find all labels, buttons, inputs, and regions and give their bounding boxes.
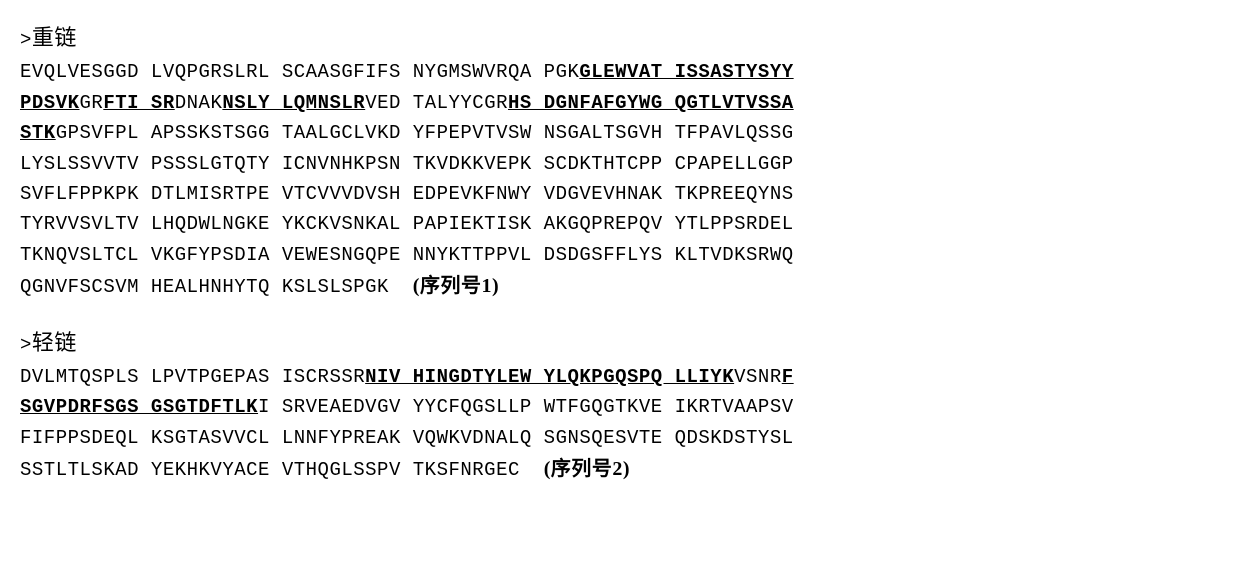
sequence-segment: GR (80, 92, 104, 114)
sequence-segment: DNAK (175, 92, 223, 114)
sequence-segment: FIFPPSDEQL KSGTASVVCL LNNFYPREAK VQWKVDN… (20, 427, 794, 449)
sequence-line: PDSVKGRFTI SRDNAKNSLY LQMNSLRVED TALYYCG… (20, 88, 1220, 118)
sequence-segment: TYRVVSVLTV LHQDWLNGKE YKCKVSNKAL PAPIEKT… (20, 213, 794, 235)
sequence-id-label: (序列号1) (413, 275, 499, 297)
sequence-segment: SVFLFPPKPK DTLMISRTPE VTCVVVDVSH EDPEVKF… (20, 183, 794, 205)
sequence-segment: DVLMTQSPLS LPVTPGEPAS ISCRSSR (20, 366, 365, 388)
sequence-segment: TKNQVSLTCL VKGFYPSDIA VEWESNGQPE NNYKTTP… (20, 244, 794, 266)
sequence-segment: VSNR (734, 366, 782, 388)
sequence-line: STKGPSVFPL APSSKSTSGG TAALGCLVKD YFPEPVT… (20, 118, 1220, 148)
sequence-segment: SSTLTLSKAD YEKHKVYACE VTHQGLSSPV TKSFNRG… (20, 459, 520, 481)
sequence-line: FIFPPSDEQL KSGTASVVCL LNNFYPREAK VQWKVDN… (20, 423, 1220, 453)
sequence-segment-highlight: PDSVK (20, 92, 80, 114)
header-prefix: > (20, 29, 32, 51)
header-title: 重链 (32, 25, 77, 50)
sequence-segment-highlight: HS DGNFAFGYWG QGTLVTVSSA (508, 92, 794, 114)
sequence-segment: VED TALYYCGR (365, 92, 508, 114)
sequence-segment-highlight: SGVPDRFSGS GSGTDFTLK (20, 396, 258, 418)
header-prefix: > (20, 334, 32, 356)
sequence-line: EVQLVESGGD LVQPGRSLRL SCAASGFIFS NYGMSWV… (20, 57, 1220, 87)
sequence-line: SVFLFPPKPK DTLMISRTPE VTCVVVDVSH EDPEVKF… (20, 179, 1220, 209)
sequence-line: SGVPDRFSGS GSGTDFTLKI SRVEAEDVGV YYCFQGS… (20, 392, 1220, 422)
sequence-line: QGNVFSCSVM HEALHNHYTQ KSLSLSPGK (序列号1) (20, 270, 1220, 302)
light-chain-header: >轻链 (20, 325, 1220, 360)
sequence-line: DVLMTQSPLS LPVTPGEPAS ISCRSSRNIV HINGDTY… (20, 362, 1220, 392)
heavy-chain-header: >重链 (20, 20, 1220, 55)
sequence-line: SSTLTLSKAD YEKHKVYACE VTHQGLSSPV TKSFNRG… (20, 453, 1220, 485)
heavy-chain-section: >重链 EVQLVESGGD LVQPGRSLRL SCAASGFIFS NYG… (20, 20, 1220, 303)
sequence-segment: EVQLVESGGD LVQPGRSLRL SCAASGFIFS NYGMSWV… (20, 61, 579, 83)
light-chain-sequence: DVLMTQSPLS LPVTPGEPAS ISCRSSRNIV HINGDTY… (20, 362, 1220, 486)
heavy-chain-sequence: EVQLVESGGD LVQPGRSLRL SCAASGFIFS NYGMSWV… (20, 57, 1220, 302)
header-title: 轻链 (32, 330, 77, 355)
sequence-segment-highlight: FTI SR (103, 92, 174, 114)
sequence-segment: LYSLSSVVTV PSSSLGTQTY ICNVNHKPSN TKVDKKV… (20, 153, 794, 175)
sequence-segment-highlight: NSLY LQMNSLR (222, 92, 365, 114)
sequence-segment: I SRVEAEDVGV YYCFQGSLLP WTFGQGTKVE IKRTV… (258, 396, 794, 418)
sequence-segment-highlight: STK (20, 122, 56, 144)
sequence-segment-highlight: F (782, 366, 794, 388)
sequence-segment: GPSVFPL APSSKSTSGG TAALGCLVKD YFPEPVTVSW… (56, 122, 794, 144)
sequence-line: TYRVVSVLTV LHQDWLNGKE YKCKVSNKAL PAPIEKT… (20, 209, 1220, 239)
sequence-id-label: (序列号2) (544, 458, 630, 480)
sequence-segment-highlight: NIV HINGDTYLEW YLQKPGQSPQ LLIYK (365, 366, 734, 388)
sequence-line: TKNQVSLTCL VKGFYPSDIA VEWESNGQPE NNYKTTP… (20, 240, 1220, 270)
sequence-segment-highlight: GLEWVAT ISSASTYSYY (579, 61, 793, 83)
light-chain-section: >轻链 DVLMTQSPLS LPVTPGEPAS ISCRSSRNIV HIN… (20, 325, 1220, 486)
sequence-line: LYSLSSVVTV PSSSLGTQTY ICNVNHKPSN TKVDKKV… (20, 149, 1220, 179)
sequence-segment: QGNVFSCSVM HEALHNHYTQ KSLSLSPGK (20, 276, 389, 298)
